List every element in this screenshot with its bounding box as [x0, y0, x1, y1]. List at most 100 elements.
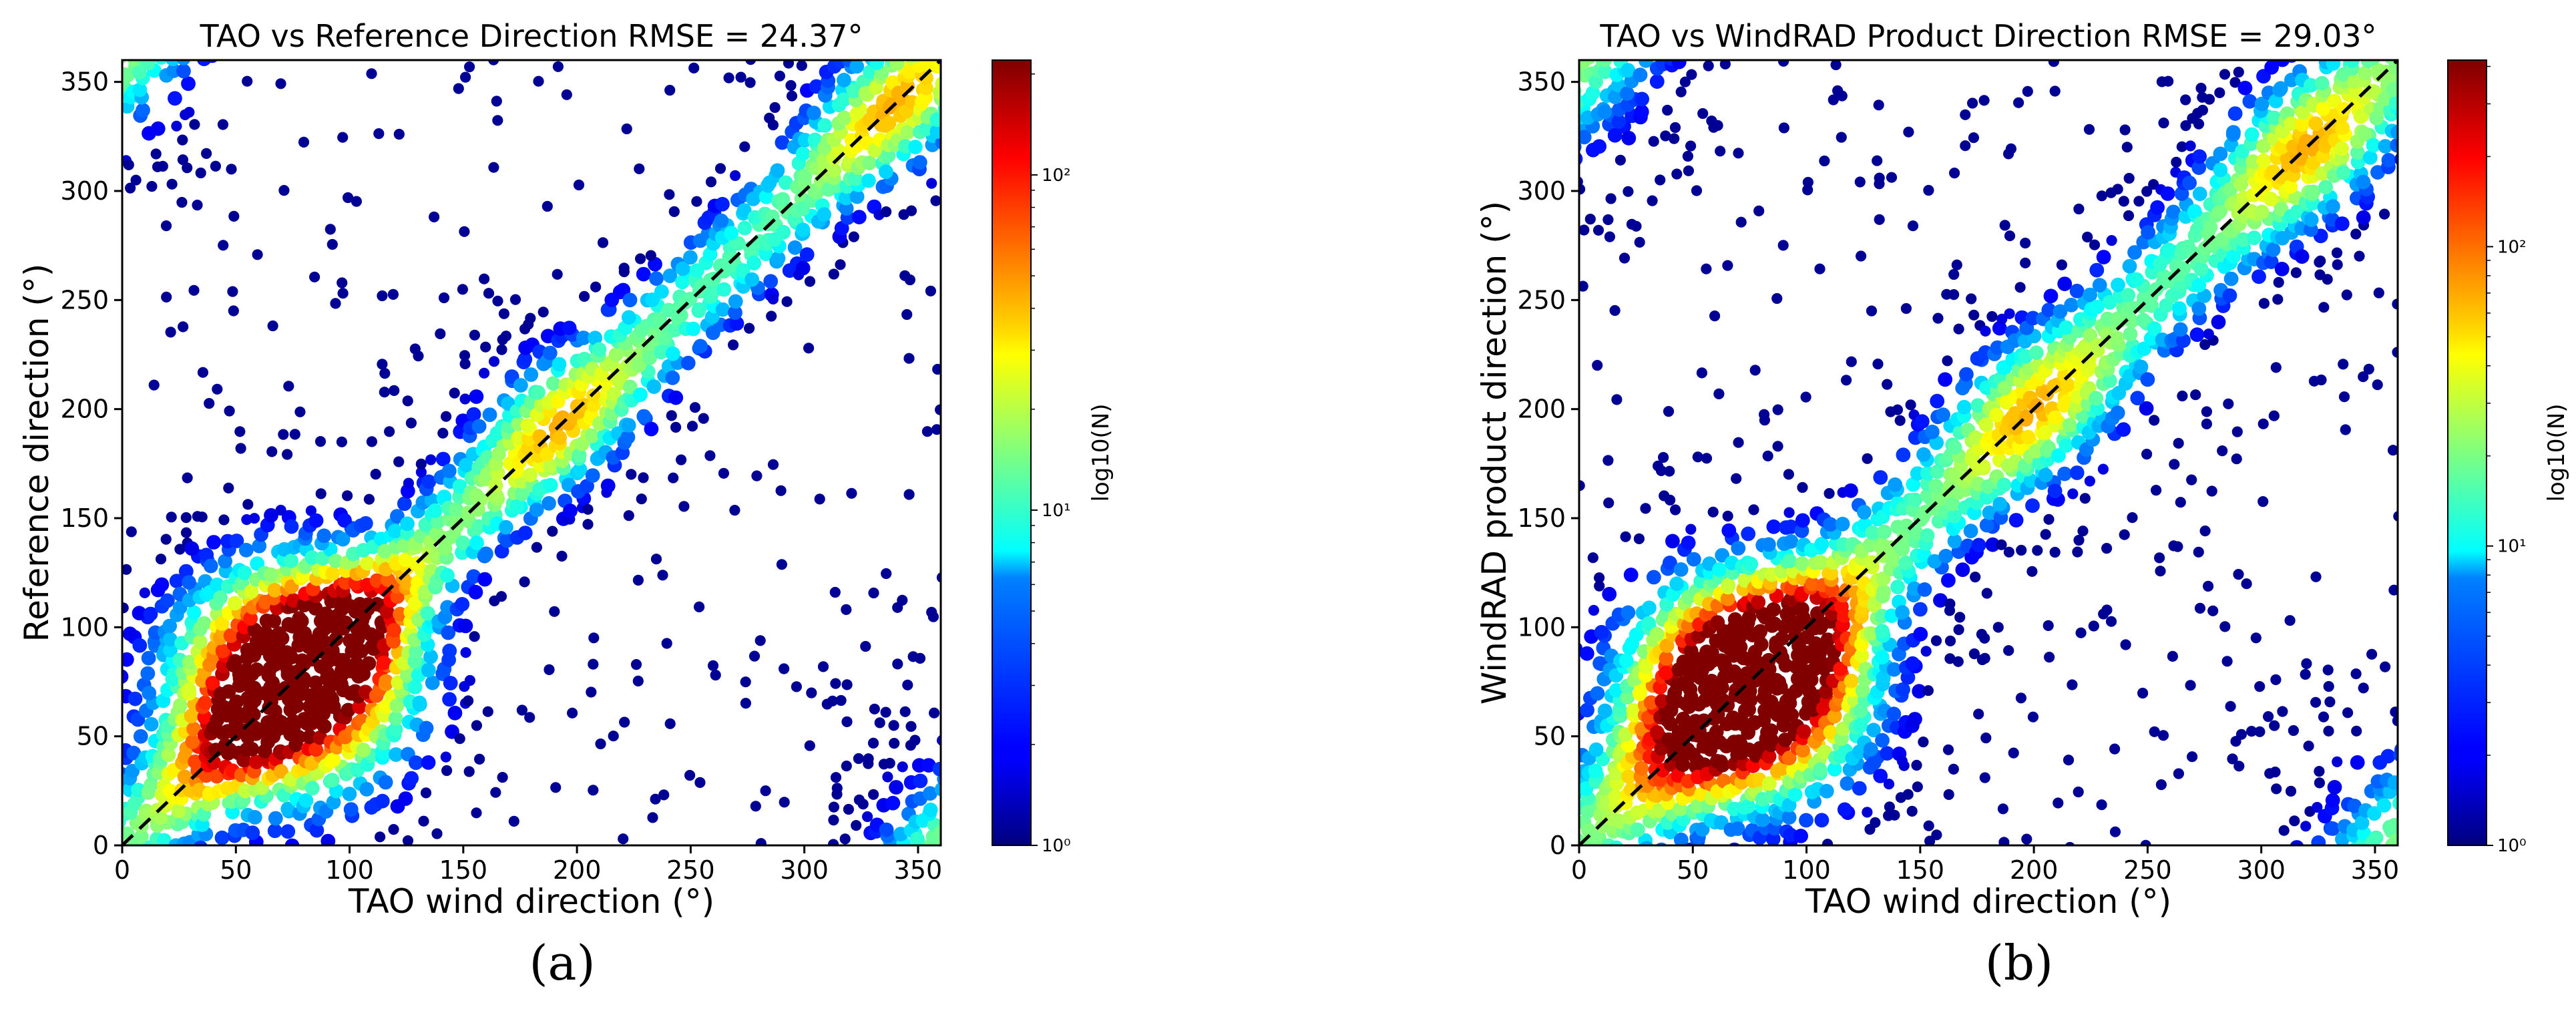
- hexbin-cell: [205, 676, 220, 690]
- hexbin-cell: [2334, 141, 2350, 156]
- hexbin-cell: [1661, 732, 1677, 747]
- hexbin-cell: [469, 488, 484, 503]
- hexbin-cell: [2226, 125, 2241, 140]
- hexbin-cell: [314, 436, 327, 447]
- hexbin-cell: [1755, 812, 1770, 827]
- hexbin-cell: [2167, 650, 2178, 662]
- hexbin-cell: [2149, 726, 2160, 737]
- hexbin-cell: [2064, 297, 2079, 313]
- hexbin-cell: [1942, 355, 1953, 367]
- hexbin-cell: [162, 618, 177, 634]
- hexbin-cell: [397, 538, 411, 553]
- hexbin-cell: [1955, 562, 1970, 578]
- hexbin-cell: [1615, 154, 1626, 166]
- hexbin-cell: [2366, 138, 2381, 153]
- hexbin-cell: [2008, 513, 2024, 528]
- hexbin-cell: [1783, 469, 1794, 480]
- hexbin-cell: [1959, 367, 1974, 382]
- hexbin-cell: [337, 513, 352, 528]
- hexbin-cell: [588, 785, 599, 796]
- hexbin-cell: [618, 833, 629, 845]
- hexbin-cell: [1954, 612, 1966, 623]
- hexbin-cell: [1781, 810, 1797, 825]
- hexbin-cell: [683, 250, 698, 265]
- hexbin-cell: [1819, 684, 1834, 699]
- hexbin-cell: [2263, 711, 2274, 723]
- hexbin-cell: [2141, 225, 2156, 240]
- hexbin-cell: [2244, 127, 2260, 142]
- hexbin-cell: [132, 638, 148, 653]
- hexbin-cell: [1611, 813, 1626, 829]
- hexbin-cell: [2123, 172, 2135, 184]
- hexbin-cell: [2335, 120, 2350, 136]
- hexbin-cell: [477, 572, 492, 587]
- hexbin-cell: [1813, 555, 1829, 570]
- hexbin-cell: [358, 684, 373, 700]
- hexbin-cell: [1698, 692, 1713, 708]
- hexbin-cell: [157, 160, 168, 172]
- hexbin-cell: [638, 472, 649, 483]
- hexbin-cell: [1844, 483, 1858, 498]
- hexbin-cell: [817, 207, 832, 222]
- hexbin-cell: [471, 419, 487, 434]
- hexbin-cell: [1947, 534, 1962, 549]
- hexbin-cell: [912, 155, 927, 170]
- hexbin-cell: [1777, 240, 1789, 251]
- hexbin-cell: [150, 121, 166, 136]
- hexbin-cell: [248, 513, 260, 524]
- hexbin-cell: [431, 828, 443, 839]
- hexbin-cell: [1669, 122, 1681, 134]
- hexbin-cell: [192, 634, 208, 649]
- hexbin-cell: [2109, 743, 2121, 755]
- colorbar-tick-label: 10²: [2497, 237, 2527, 257]
- hexbin-cell: [675, 261, 690, 276]
- hexbin-cell: [658, 789, 670, 801]
- hexbin-cell: [1900, 302, 1912, 315]
- hexbin-cell: [814, 493, 825, 505]
- hexbin-cell: [387, 623, 401, 638]
- hexbin-cell: [650, 554, 662, 565]
- hexbin-cell: [531, 385, 546, 400]
- hexbin-cell: [923, 802, 938, 817]
- hexbin-cell: [184, 708, 199, 724]
- hexbin-cell: [841, 679, 853, 690]
- hexbin-cell: [935, 135, 941, 150]
- hexbin-cell: [1719, 60, 1731, 69]
- hexbin-cell: [2203, 329, 2214, 340]
- hexbin-cell: [122, 626, 138, 642]
- hexbin-cell: [2358, 371, 2369, 383]
- hexbin-cell: [1927, 554, 1942, 569]
- hexbin-cell: [336, 436, 347, 447]
- hexbin-cell: [2155, 566, 2166, 577]
- hexbin-cell: [2324, 696, 2336, 708]
- hexbin-cell: [249, 662, 264, 677]
- hexbin-cell: [1778, 60, 1789, 67]
- hexbin-cell: [278, 185, 290, 196]
- hexbin-cell: [460, 71, 471, 83]
- hexbin-cell: [388, 710, 403, 726]
- hexbin-cell: [1992, 497, 2008, 511]
- hexbin-cell: [132, 606, 147, 621]
- colorbar-tick-label: 10²: [1042, 166, 1071, 186]
- hexbin-cell: [1908, 712, 1922, 727]
- hexbin-cell: [835, 694, 847, 706]
- hexbin-cell: [1579, 152, 1583, 166]
- hexbin-cell: [1814, 263, 1826, 274]
- hexbin-cell: [901, 64, 917, 79]
- hexbin-cell: [317, 718, 332, 734]
- hexbin-cell: [830, 772, 842, 783]
- hexbin-cell: [1907, 220, 1919, 232]
- hexbin-cell: [1620, 690, 1635, 705]
- hexbin-cell: [402, 395, 413, 407]
- colorbar-label: log10(N): [2543, 403, 2570, 501]
- plot-frame: [121, 59, 942, 847]
- x-tick-label: 350: [894, 855, 943, 885]
- hexbin-cell: [2318, 302, 2330, 313]
- hexbin-cell: [2318, 180, 2334, 195]
- hexbin-cell: [2331, 247, 2343, 258]
- hexbin-cell: [441, 411, 452, 422]
- hexbin-cell: [163, 642, 178, 658]
- hexbin-cell: [2275, 60, 2290, 67]
- hexbin-cell: [1876, 584, 1891, 599]
- hexbin-cell: [1580, 702, 1594, 718]
